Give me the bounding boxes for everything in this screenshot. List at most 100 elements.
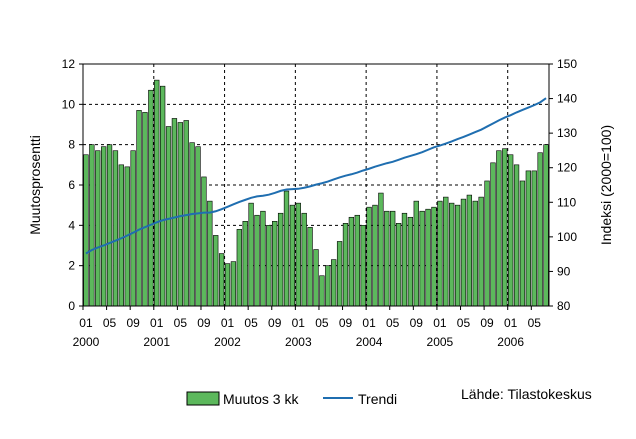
bar: [336, 241, 343, 307]
bar: [236, 229, 242, 307]
bar: [224, 263, 231, 307]
x-month-label: 05: [315, 316, 329, 330]
x-month-label: 01: [504, 316, 518, 330]
x-month-label: 01: [292, 316, 306, 330]
x-month-label: 09: [410, 316, 424, 330]
bar: [348, 216, 355, 307]
bar: [508, 154, 514, 307]
right-tick-label: 130: [557, 126, 577, 140]
bar: [537, 152, 543, 307]
bar: [272, 221, 278, 307]
bar: [307, 227, 313, 307]
bar: [401, 212, 408, 307]
bar: [360, 225, 366, 307]
left-axis-title: Muutosprosentti: [27, 135, 43, 235]
right-tick-label: 150: [557, 57, 577, 71]
bar: [319, 275, 325, 307]
bar: [413, 200, 419, 307]
bar: [154, 79, 160, 307]
bar: [519, 180, 526, 307]
source-note: Lähde: Tilastokeskus: [461, 386, 592, 402]
legend-line-label: Trendi: [358, 391, 397, 407]
bar: [83, 154, 89, 307]
bar: [419, 210, 425, 307]
x-month-label: 05: [244, 316, 258, 330]
x-year-label: 2001: [143, 335, 170, 349]
bar: [171, 118, 178, 307]
x-month-label: 05: [386, 316, 400, 330]
bar: [313, 249, 319, 307]
bar: [395, 223, 402, 307]
x-month-label: 01: [362, 316, 376, 330]
x-month-label: 09: [268, 316, 282, 330]
bar: [95, 150, 101, 307]
x-month-label: 09: [480, 316, 494, 330]
bar: [248, 202, 254, 307]
x-month-label: 05: [457, 316, 471, 330]
bar: [531, 170, 537, 307]
x-year-label: 2005: [427, 335, 454, 349]
right-tick-label: 80: [557, 299, 571, 313]
bar: [201, 176, 207, 307]
left-tick-label: 8: [68, 138, 75, 152]
bar: [159, 85, 166, 307]
legend-bar-swatch: [186, 391, 220, 406]
bar: [372, 204, 378, 307]
x-month-label: 01: [221, 316, 235, 330]
bar: [195, 146, 201, 307]
trend-line: [85, 97, 547, 255]
bar: [484, 180, 490, 307]
x-month-label: 09: [197, 316, 211, 330]
bar: [331, 259, 337, 307]
x-year-label: 2002: [214, 335, 241, 349]
bar: [301, 212, 307, 307]
bar: [230, 261, 237, 307]
bar: [289, 204, 296, 307]
bar: [513, 164, 520, 307]
bar: [130, 150, 136, 307]
bar: [431, 206, 437, 307]
bar: [106, 144, 113, 307]
bar: [177, 122, 183, 307]
right-tick-label: 120: [557, 161, 577, 175]
left-tick-label: 10: [62, 97, 76, 111]
grid: [83, 64, 549, 306]
bar: [525, 170, 532, 307]
bar: [460, 198, 467, 307]
bar: [472, 200, 478, 307]
bar: [254, 214, 260, 307]
x-month-label: 05: [174, 316, 188, 330]
x-month-label: 01: [79, 316, 93, 330]
bar: [325, 265, 331, 307]
bar: [148, 89, 154, 307]
left-tick-label: 12: [62, 57, 76, 71]
legend: Muutos 3 kk Trendi: [186, 391, 397, 407]
x-year-label: 2004: [356, 335, 383, 349]
bar: [118, 164, 124, 307]
bar: [342, 223, 349, 307]
right-tick-label: 140: [557, 92, 577, 106]
bar: [390, 210, 396, 307]
bar: [260, 210, 266, 307]
bar: [437, 200, 443, 307]
bar: [266, 225, 272, 307]
bar: [502, 148, 508, 307]
bar: [478, 196, 484, 307]
bar: [136, 110, 142, 307]
bar: [189, 142, 195, 307]
bar: [407, 216, 414, 307]
bar: [89, 144, 95, 307]
bar: [425, 208, 431, 307]
bar: [384, 210, 390, 307]
bar-series-muutos: [83, 79, 549, 307]
right-tick-label: 90: [557, 264, 571, 278]
x-month-label: 05: [103, 316, 117, 330]
bar: [112, 150, 119, 307]
legend-bar-label: Muutos 3 kk: [223, 391, 299, 407]
bar: [354, 214, 360, 307]
right-axis-title: Indeksi (2000=100): [598, 125, 614, 245]
bar: [496, 150, 502, 307]
bar: [378, 192, 384, 307]
bar: [218, 253, 225, 307]
